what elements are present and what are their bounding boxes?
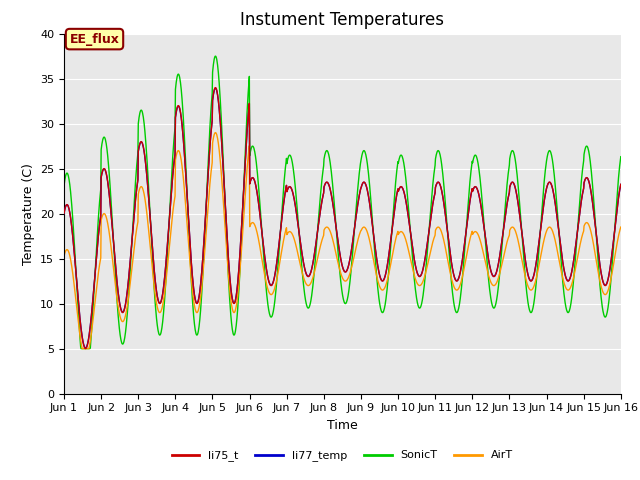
Text: EE_flux: EE_flux — [70, 33, 120, 46]
Title: Instument Temperatures: Instument Temperatures — [241, 11, 444, 29]
Legend: li75_t, li77_temp, SonicT, AirT: li75_t, li77_temp, SonicT, AirT — [167, 446, 518, 466]
Y-axis label: Temperature (C): Temperature (C) — [22, 163, 35, 264]
X-axis label: Time: Time — [327, 419, 358, 432]
